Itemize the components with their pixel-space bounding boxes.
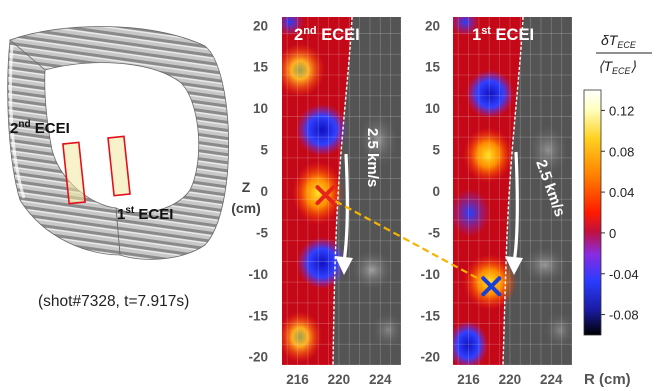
x-axis-label: R (cm) [584, 371, 631, 388]
y-axis-ticks-left: 20 15 10 5 0 -5 -10 -15 -20 [248, 18, 268, 364]
x-axis-ticks-right: 216 220 224 [457, 372, 563, 387]
panel-1st-separatrix [502, 17, 524, 365]
y-tick-label: -20 [248, 350, 268, 365]
x-tick-label: 216 [286, 372, 309, 387]
ecei-panel-2nd: 2nd ECEI 2.5 km/s [282, 17, 401, 365]
y-tick-label: 5 [432, 143, 440, 158]
y-tick-label: 15 [253, 60, 269, 75]
ecei-1st-box [107, 135, 131, 197]
x-tick-label: 216 [457, 372, 480, 387]
y-tick-label: -15 [420, 308, 440, 323]
panel-1st-velocity-arrow [512, 151, 519, 263]
panel-2nd-title: 2nd ECEI [294, 25, 360, 44]
y-tick-label: 0 [260, 184, 268, 199]
colorbar: δTECE ⟨TECE⟩ 0.12 0.08 0.04 0 -0.04 -0.08 [583, 32, 652, 336]
ecei-panel-1st: 1st ECEI 2.5 km/s [453, 17, 572, 365]
x-tick-label: 220 [499, 372, 522, 387]
y-axis-label-unit: (cm) [231, 200, 261, 216]
y-tick-label: 20 [425, 18, 440, 33]
colorbar-title-numerator: δTECE [601, 32, 637, 50]
y-axis-ticks-right: 20 15 10 5 0 -5 -10 -15 -20 [420, 18, 440, 364]
y-tick-label: 20 [253, 18, 268, 33]
panel-2nd-separatrix [332, 17, 353, 365]
y-axis-label-z: Z [242, 179, 251, 195]
colorbar-ticks: 0.12 0.08 0.04 0 -0.04 -0.08 [601, 103, 639, 323]
colorbar-tick-label: 0.12 [609, 103, 634, 118]
x-axis-ticks-left: 216 220 224 [286, 372, 392, 387]
panel-2nd-x-marker [315, 185, 336, 206]
panel-2nd-velocity-label: 2.5 km/s [364, 128, 381, 187]
correlation-connector [334, 200, 482, 282]
shot-caption: (shot#7328, t=7.917s) [38, 293, 189, 310]
y-tick-label: -5 [428, 225, 440, 240]
ecei-2nd-box [62, 141, 86, 205]
x-tick-label: 224 [540, 372, 563, 387]
panel-2nd-grid [282, 17, 401, 365]
y-tick-label: -15 [248, 308, 268, 323]
y-tick-label: 10 [253, 101, 268, 116]
panel-1st-grid [453, 17, 572, 365]
device-outer-shell [9, 26, 230, 260]
label-2nd-ecei: 2nd ECEI [10, 119, 70, 137]
colorbar-tick-label: -0.04 [609, 267, 639, 282]
panel-1st-x-marker [481, 276, 502, 297]
colorbar-tick-label: 0.08 [609, 144, 634, 159]
colorbar-tick-label: 0 [609, 226, 616, 241]
x-tick-label: 224 [369, 372, 392, 387]
y-tick-label: 5 [260, 143, 268, 158]
panel-2nd-velocity-arrow [342, 153, 349, 263]
y-tick-label: -10 [248, 267, 268, 282]
device-illustration: 2nd ECEI 1st ECEI (shot#7328, t=7.917s) [7, 26, 230, 310]
colorbar-tick-label: -0.08 [609, 308, 639, 323]
x-tick-label: 220 [328, 372, 351, 387]
y-tick-label: -20 [420, 350, 440, 365]
colorbar-gradient [583, 89, 602, 336]
y-tick-label: -5 [256, 225, 268, 240]
label-1st-ecei: 1st ECEI [117, 205, 173, 223]
colorbar-tick-label: 0.04 [609, 185, 634, 200]
panel-1st-title: 1st ECEI [472, 25, 534, 44]
device-cut-face [7, 39, 121, 256]
y-tick-label: 15 [425, 60, 441, 75]
y-tick-label: 10 [425, 101, 440, 116]
y-tick-label: -10 [420, 267, 440, 282]
y-tick-label: 0 [432, 184, 440, 199]
colorbar-title-denominator: ⟨TECE⟩ [598, 58, 637, 76]
